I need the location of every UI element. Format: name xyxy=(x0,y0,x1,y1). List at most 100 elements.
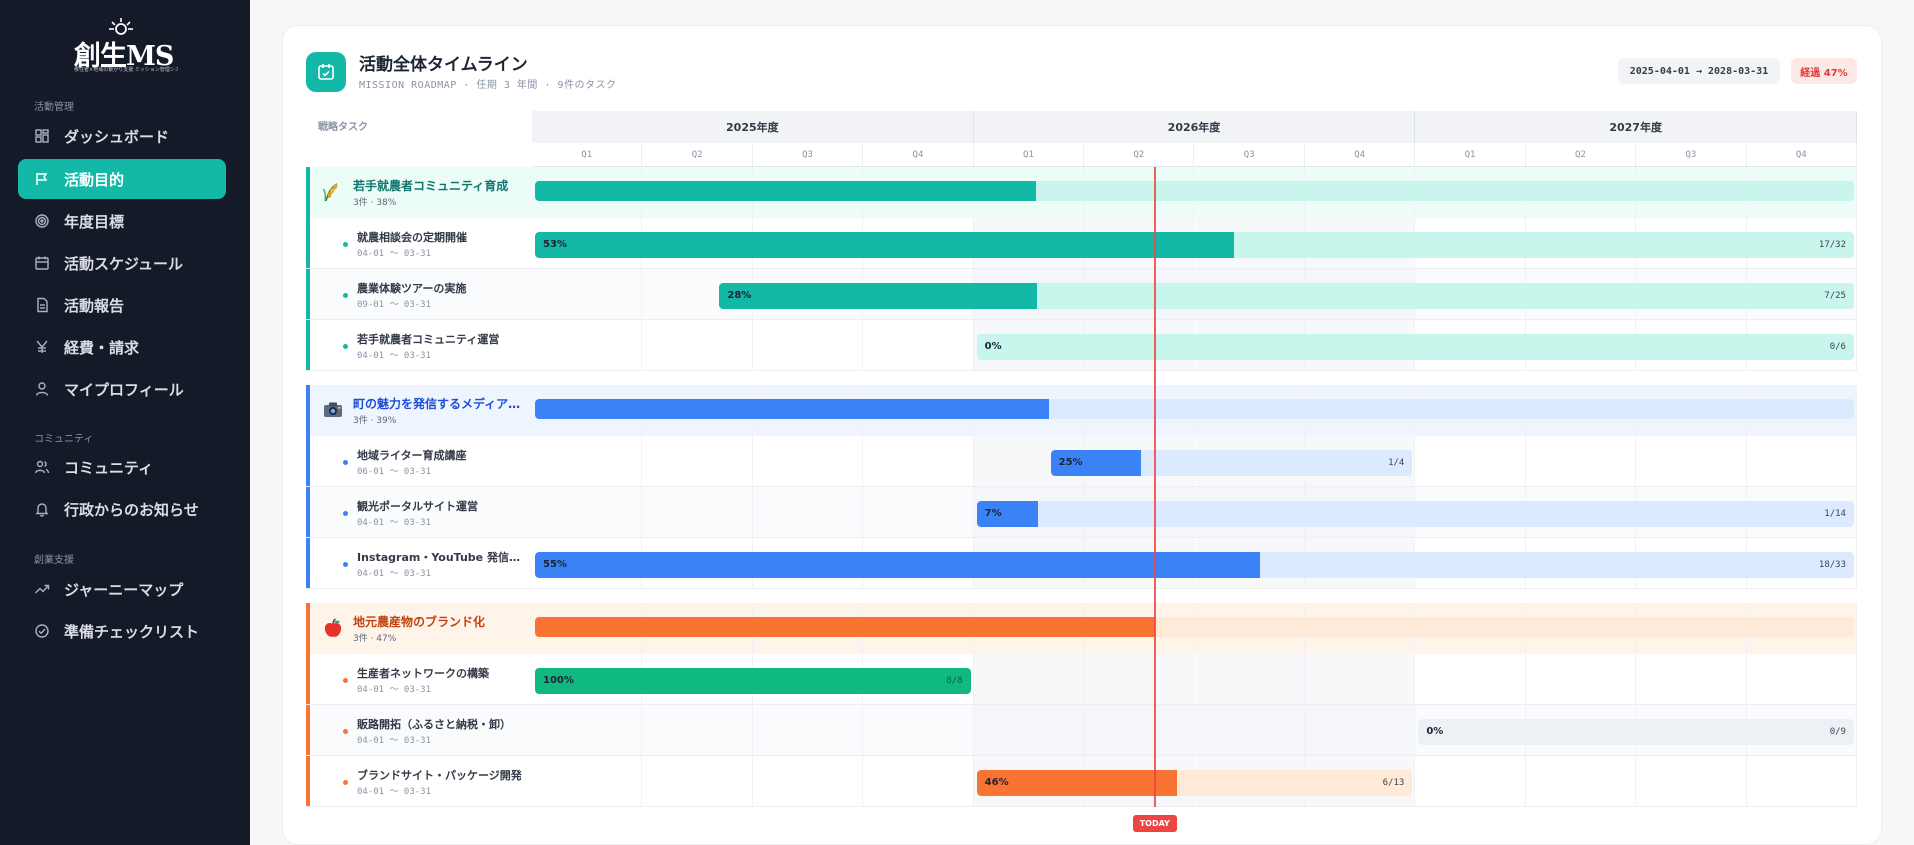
task-row[interactable]: 農業体験ツアーの実施 09-01 〜 03-31 28% 7/25 xyxy=(306,269,1857,320)
page-subtitle: MISSION ROADMAP · 任期 3 年間 · 9件のタスク xyxy=(359,80,617,91)
task-row[interactable]: Instagram・YouTube 発信立ち上げ 04-01 〜 03-31 55%… xyxy=(306,538,1857,589)
task-name: 農業体験ツアーの実施 xyxy=(357,282,467,295)
task-status-dot xyxy=(343,511,348,516)
task-dates: 04-01 〜 03-31 xyxy=(357,249,432,259)
task-row[interactable]: 地域ライター育成講座 06-01 〜 03-31 25% 1/4 xyxy=(306,436,1857,487)
task-progress-track[interactable]: 100% 8/8 xyxy=(535,668,971,694)
camera-icon xyxy=(322,399,344,421)
nav-annual-goals[interactable]: 年度目標 xyxy=(18,201,226,241)
group-progress-track[interactable] xyxy=(535,617,1854,637)
quarter-header: Q4 xyxy=(1304,143,1416,167)
yen-icon xyxy=(36,340,48,353)
grid-cell xyxy=(1747,167,1857,218)
grid-cell xyxy=(1747,218,1857,269)
group-row[interactable]: 若手就農者コミュニティ育成 3件 · 38% xyxy=(306,167,1857,218)
grid-cell xyxy=(1747,385,1857,436)
year-header: 2025年度 xyxy=(532,111,974,143)
grid-cell xyxy=(1526,436,1637,487)
section-label-startup: 創業支援 xyxy=(34,555,74,566)
task-status-dot xyxy=(343,678,348,683)
task-progress-track[interactable]: 53% 17/32 xyxy=(535,232,1854,258)
task-accent-bar xyxy=(306,269,310,320)
quarter-header: Q1 xyxy=(1415,143,1526,167)
task-name: 若手就農者コミュニティ運営 xyxy=(357,333,500,346)
task-progress-track[interactable]: 55% 18/33 xyxy=(535,552,1854,578)
nav-activity-purpose[interactable]: 活動目的 xyxy=(18,159,226,199)
quarter-header: Q2 xyxy=(1084,143,1195,167)
grid-cell xyxy=(1747,436,1857,487)
group-progress-track[interactable] xyxy=(535,399,1854,419)
task-percent-label: 25% xyxy=(1058,457,1083,468)
task-accent-bar xyxy=(306,218,310,269)
group-meta: 3件 · 38% xyxy=(353,198,397,208)
section-label-activity: 活動管理 xyxy=(34,102,74,113)
group-progress-track[interactable] xyxy=(535,181,1854,201)
group-name: 町の魅力を発信するメディア運営 xyxy=(353,397,523,411)
quarter-header: Q2 xyxy=(642,143,753,167)
grid-cell xyxy=(1747,654,1857,705)
task-dates: 06-01 〜 03-31 xyxy=(357,467,432,477)
task-percent-label: 28% xyxy=(727,290,752,301)
task-progress-track[interactable]: 7% 1/14 xyxy=(976,501,1854,527)
task-progress-fill xyxy=(719,283,1038,309)
group-progress-fill xyxy=(535,399,1050,419)
task-count-label: 0/9 xyxy=(1829,727,1846,737)
grid-cell xyxy=(1636,654,1747,705)
nav-prep-checklist[interactable]: 準備チェックリスト xyxy=(18,611,226,651)
task-progress-track[interactable]: 0% 0/9 xyxy=(1418,719,1854,745)
grid-cell xyxy=(753,705,864,756)
target-icon xyxy=(35,214,49,228)
task-progress-track[interactable]: 46% 6/13 xyxy=(976,770,1413,796)
task-percent-label: 0% xyxy=(1426,726,1444,737)
group-accent-bar xyxy=(306,385,310,436)
year-header: 2026年度 xyxy=(973,111,1416,143)
nav-expenses[interactable]: 経費・請求 xyxy=(18,327,226,367)
task-name: Instagram・YouTube 発信立ち上げ xyxy=(357,551,527,564)
task-row[interactable]: 生産者ネットワークの構築 04-01 〜 03-31 100% 8/8 xyxy=(306,654,1857,705)
page-title: 活動全体タイムライン xyxy=(359,55,528,75)
task-row[interactable]: ブランドサイト・パッケージ開発 04-01 〜 03-31 46% 6/13 xyxy=(306,756,1857,807)
grid-cell xyxy=(1526,756,1637,807)
task-progress-fill xyxy=(535,232,1235,258)
nav-label: 行政からのお知らせ xyxy=(64,500,199,519)
year-header: 2027年度 xyxy=(1415,111,1857,143)
task-status-dot xyxy=(343,293,348,298)
nav-label: ジャーニーマップ xyxy=(64,580,184,599)
nav-label: 経費・請求 xyxy=(64,338,140,357)
grid-cell xyxy=(532,756,643,807)
task-row[interactable]: 販路開拓（ふるさと納税・卸） 04-01 〜 03-31 0% 0/9 xyxy=(306,705,1857,756)
grid-cell xyxy=(753,320,864,371)
task-row[interactable]: 観光ポータルサイト運営 04-01 〜 03-31 7% 1/14 xyxy=(306,487,1857,538)
task-progress-track[interactable]: 25% 1/4 xyxy=(1050,450,1413,476)
task-status-dot xyxy=(343,780,348,785)
task-progress-track[interactable]: 28% 7/25 xyxy=(719,283,1854,309)
task-name: 就農相談会の定期開催 xyxy=(357,231,467,244)
grid-cell xyxy=(1415,654,1526,705)
nav-dashboard[interactable]: ダッシュボード xyxy=(18,116,226,156)
grid-cell xyxy=(642,705,753,756)
group-row[interactable]: 町の魅力を発信するメディア運営 3件 · 39% xyxy=(306,385,1857,436)
grid-cell xyxy=(863,436,974,487)
grid-cell xyxy=(642,487,753,538)
group-row[interactable]: 地元農産物のブランド化 3件 · 47% xyxy=(306,603,1857,654)
nav-community[interactable]: コミュニティ xyxy=(18,447,226,487)
nav-my-profile[interactable]: マイプロフィール xyxy=(18,369,226,409)
grid-cell xyxy=(753,756,864,807)
grid-cell xyxy=(1194,705,1305,756)
nav-activity-report[interactable]: 活動報告 xyxy=(18,285,226,325)
task-count-label: 17/32 xyxy=(1818,240,1846,250)
task-dates: 04-01 〜 03-31 xyxy=(357,685,432,695)
nav-activity-schedule[interactable]: 活動スケジュール xyxy=(18,243,226,283)
group-accent-bar xyxy=(306,603,310,654)
task-row[interactable]: 就農相談会の定期開催 04-01 〜 03-31 53% 17/32 xyxy=(306,218,1857,269)
nav-journey-map[interactable]: ジャーニーマップ xyxy=(18,569,226,609)
app-logo[interactable]: 創生MS 移住者×地域の繋がり支援 ミッション管理システム xyxy=(58,14,192,76)
row-divider xyxy=(306,370,1857,371)
nav-government-notices[interactable]: 行政からのお知らせ xyxy=(18,489,226,529)
group-progress-fill xyxy=(535,181,1037,201)
grid-cell xyxy=(1084,705,1195,756)
row-divider xyxy=(306,588,1857,589)
task-progress-track[interactable]: 0% 0/6 xyxy=(976,334,1854,360)
task-count-label: 0/6 xyxy=(1829,342,1846,352)
task-row[interactable]: 若手就農者コミュニティ運営 04-01 〜 03-31 0% 0/6 xyxy=(306,320,1857,371)
